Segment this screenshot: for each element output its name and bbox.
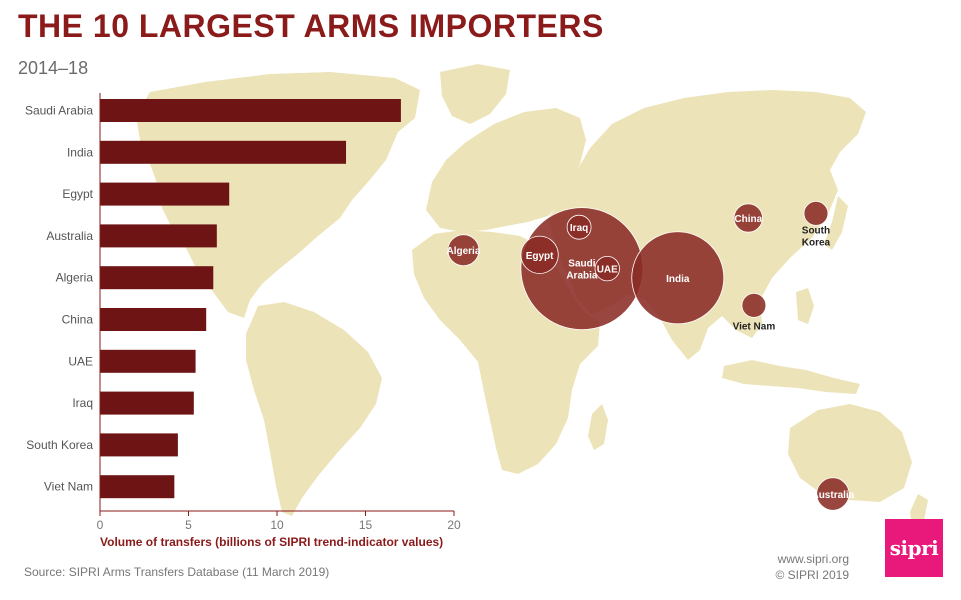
bubble-label-algeria: Algeria (447, 246, 481, 257)
map-japan (824, 196, 848, 250)
website-link[interactable]: www.sipri.org (777, 552, 849, 566)
bar-chart: Saudi Arabia India Egypt Australia Algeria Ch… (25, 93, 461, 549)
bar-uae (100, 349, 196, 373)
map-madagascar (588, 404, 608, 450)
x-axis-label: Volume of transfers (billions of SIPRI t… (100, 535, 443, 549)
bubble-label-egypt: Egypt (526, 251, 554, 262)
bar-australia (100, 224, 217, 248)
bubble-algeria (447, 234, 480, 267)
x-tick-label-20: 20 (447, 518, 461, 532)
bar-egypt (100, 182, 230, 206)
bar-label-iraq: Iraq (72, 396, 93, 410)
x-tick-label-5: 5 (185, 518, 192, 532)
bar-label-egypt: Egypt (62, 187, 93, 201)
bubble-australia (816, 477, 850, 511)
logo-text: sipri (889, 536, 939, 560)
bubble-label-viet-nam: Viet Nam (733, 321, 776, 332)
x-tick-label-10: 10 (270, 518, 284, 532)
map-philippines (796, 288, 814, 324)
bubble-uae (594, 255, 620, 282)
bubble-viet-nam (741, 292, 767, 318)
bubble-label-australia: Australia (811, 490, 854, 501)
map-indonesia (722, 360, 860, 394)
bubble-label-south-korea-0: South (802, 225, 830, 236)
bubble-label-china: China (734, 214, 762, 225)
bar-label-australia: Australia (46, 229, 93, 243)
chart-subtitle: 2014–18 (18, 58, 89, 78)
source-note: Source: SIPRI Arms Transfers Database (1… (24, 565, 330, 579)
copyright-note: © SIPRI 2019 (775, 568, 849, 582)
bar-viet-nam (100, 475, 175, 499)
bar-algeria (100, 266, 214, 290)
map-south-america (246, 302, 382, 516)
map-greenland (440, 64, 510, 124)
bubble-iraq (566, 214, 592, 240)
x-tick-label-0: 0 (97, 518, 104, 532)
sipri-logo: sipri (885, 519, 943, 577)
bar-label-viet-nam: Viet Nam (44, 480, 93, 494)
bar-india (100, 140, 347, 164)
bubble-china (733, 203, 763, 233)
bubble-label-uae: UAE (597, 265, 618, 276)
map-new-zealand (910, 494, 928, 526)
bubble-india (631, 231, 725, 325)
bubble-label-saudi-arabia-0: Saudi (568, 259, 595, 270)
chart-title: THE 10 LARGEST ARMS IMPORTERS (18, 8, 604, 44)
bubble-label-india: India (666, 274, 690, 285)
bar-south-korea (100, 433, 178, 457)
bar-label-india: India (67, 145, 93, 159)
map-australia (788, 404, 912, 502)
bar-label-china: China (62, 313, 94, 327)
bar-label-south-korea: South Korea (26, 438, 93, 452)
bar-label-saudi-arabia: Saudi Arabia (25, 104, 93, 118)
bubble-south-korea (803, 200, 829, 226)
bar-label-algeria: Algeria (56, 271, 94, 285)
bubble-label-saudi-arabia-1: Arabia (566, 271, 598, 282)
bar-label-uae: UAE (68, 354, 93, 368)
bar-iraq (100, 391, 194, 415)
bubble-egypt (520, 235, 559, 274)
map-north-america (136, 72, 420, 318)
bubble-label-south-korea-1: Korea (802, 237, 831, 248)
x-tick-label-15: 15 (359, 518, 373, 532)
bar-saudi-arabia (100, 99, 401, 122)
bubble-label-iraq: Iraq (570, 223, 588, 234)
map-europe (426, 108, 586, 232)
bar-china (100, 308, 207, 331)
